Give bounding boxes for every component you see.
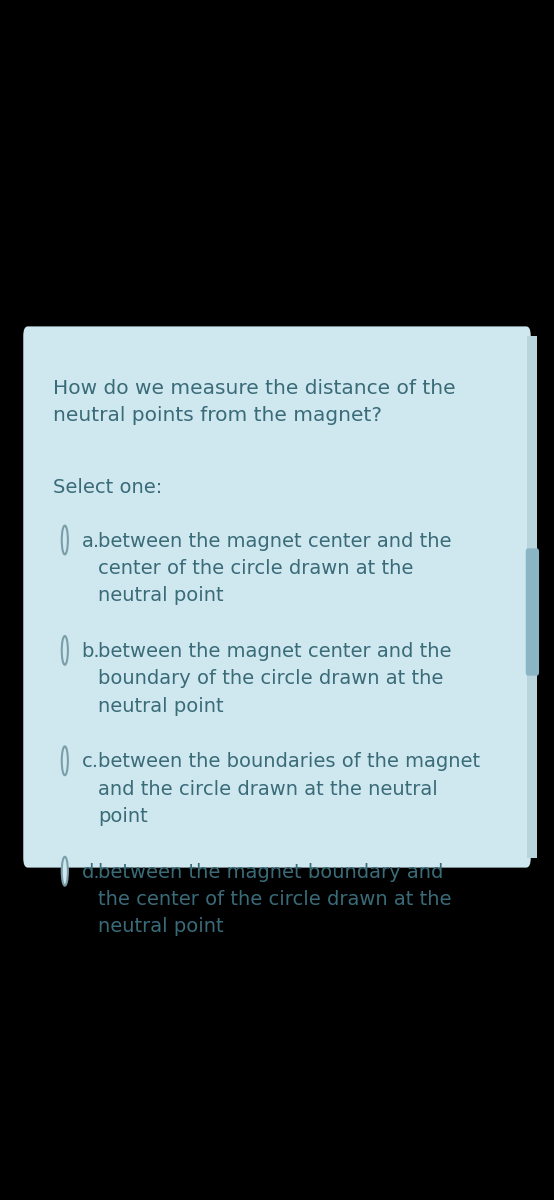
Ellipse shape: [61, 636, 68, 665]
Text: d.: d.: [81, 863, 100, 882]
FancyBboxPatch shape: [526, 548, 539, 676]
FancyBboxPatch shape: [23, 326, 531, 868]
Ellipse shape: [61, 857, 68, 886]
Text: between the boundaries of the magnet
and the circle drawn at the neutral
point: between the boundaries of the magnet and…: [98, 752, 480, 826]
Text: c.: c.: [81, 752, 99, 772]
Text: b.: b.: [81, 642, 100, 661]
Text: between the magnet center and the
center of the circle drawn at the
neutral poin: between the magnet center and the center…: [98, 532, 452, 605]
Text: Select one:: Select one:: [53, 478, 162, 497]
Text: How do we measure the distance of the
neutral points from the magnet?: How do we measure the distance of the ne…: [53, 379, 455, 426]
Text: a.: a.: [81, 532, 100, 551]
Text: between the magnet center and the
boundary of the circle drawn at the
neutral po: between the magnet center and the bounda…: [98, 642, 452, 715]
Ellipse shape: [61, 526, 68, 554]
FancyBboxPatch shape: [527, 336, 537, 858]
Ellipse shape: [61, 746, 68, 775]
Text: between the magnet boundary and
the center of the circle drawn at the
neutral po: between the magnet boundary and the cent…: [98, 863, 452, 936]
